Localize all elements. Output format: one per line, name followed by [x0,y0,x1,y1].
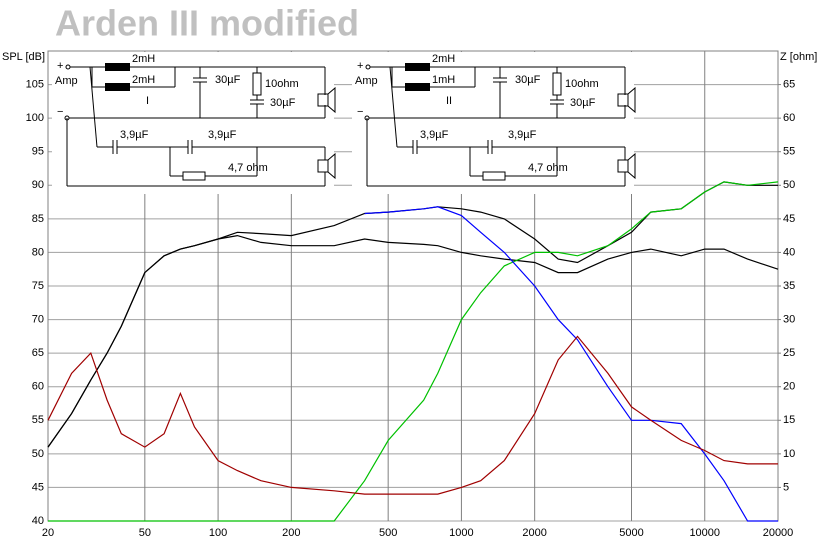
schematic-label: + [57,60,63,72]
series-line [47,335,778,495]
schematic-label: 30µF [570,97,596,109]
schematic-label: 4,7 ohm [528,162,568,174]
y2-tick-label: 10 [783,448,795,460]
wire [389,66,398,148]
schematic-label: 2mH [132,53,155,65]
y-tick-label: 65 [32,347,44,359]
schematic-label: 10ohm [265,78,299,90]
schematic-label: 10ohm [565,78,599,90]
y2-tick-label: 55 [783,146,795,158]
schematic-label: + [357,60,363,72]
series-line [364,206,778,522]
schematic-label: 3,9µF [120,129,149,141]
y-tick-label: 105 [26,78,44,90]
wire [89,66,98,148]
schematic-label: 30µF [515,74,541,86]
y-tick-label: 70 [32,313,44,325]
schematic-bg [52,52,334,194]
speaker-cone [327,86,336,114]
schematic-label: 1mH [432,74,455,86]
y-tick-label: 45 [32,481,44,493]
schematic-label: II [446,95,452,107]
x-tick-label: 500 [379,527,397,539]
y-tick-label: 60 [32,381,44,393]
speaker-cone [327,152,336,180]
schematic-label: 3,9µF [508,129,537,141]
y2-tick-label: 15 [783,414,795,426]
y2-tick-label: 60 [783,112,795,124]
schematic-bg [352,52,634,194]
y-tick-label: 100 [26,112,44,124]
speaker [317,93,329,107]
speaker [317,159,329,173]
x-tick-label: 2000 [522,527,546,539]
y2-tick-label: 50 [783,179,795,191]
speaker [617,159,629,173]
y2-axis-label: Z [ohm] [780,51,817,63]
x-tick-label: 20000 [763,527,794,539]
schematic-label: I [146,95,149,107]
schematic-label: 30µF [270,97,296,109]
y-tick-label: 90 [32,179,44,191]
schematic-label: 30µF [215,74,241,86]
y-tick-label: 55 [32,414,44,426]
y-axis-label: SPL [dB] [2,51,45,63]
schematic-label: 2mH [132,74,155,86]
inductor [105,83,130,91]
y2-tick-label: 45 [783,213,795,225]
schematic-label: 4,7 ohm [228,162,268,174]
y2-tick-label: 25 [783,347,795,359]
schematic-label: 3,9µF [420,129,449,141]
schematic-label: 2mH [432,53,455,65]
y-tick-label: 95 [32,146,44,158]
y-tick-label: 50 [32,448,44,460]
inductor [105,63,130,71]
x-tick-label: 200 [282,527,300,539]
x-tick-label: 50 [139,527,151,539]
series-line [47,234,779,448]
speaker-cone [627,152,636,180]
x-tick-label: 1000 [449,527,473,539]
inductor [405,63,430,71]
inductor [405,83,430,91]
y2-tick-label: 30 [783,313,795,325]
y2-tick-label: 65 [783,78,795,90]
schematic-label: Amp [55,75,78,87]
y-tick-label: 80 [32,246,44,258]
y2-tick-label: 5 [783,481,789,493]
chart-title: Arden III modified [55,3,359,44]
y2-tick-label: 20 [783,381,795,393]
schematic-label: − [57,106,63,118]
x-tick-label: 5000 [619,527,643,539]
y2-tick-label: 40 [783,246,795,258]
schematic-label: Amp [355,75,378,87]
y-tick-label: 40 [32,515,44,527]
x-tick-label: 10000 [689,527,720,539]
y-tick-label: 85 [32,213,44,225]
x-tick-label: 100 [209,527,227,539]
y2-tick-label: 35 [783,280,795,292]
series-line [48,181,779,522]
speaker-cone [627,86,636,114]
schematic: + − Amp 2mH 2mH I 30µF 10ohm 30µF 3,9µF 3,9µF 4,7 o… [52,52,336,194]
schematic: + − Amp 2mH 1mH II 30µF 10ohm 30µF 3,9µF 3,9µF 4,7 … [352,52,636,194]
schematic-label: 3,9µF [208,129,237,141]
x-tick-label: 20 [42,527,54,539]
schematic-label: − [357,106,363,118]
y-tick-label: 75 [32,280,44,292]
speaker [617,93,629,107]
